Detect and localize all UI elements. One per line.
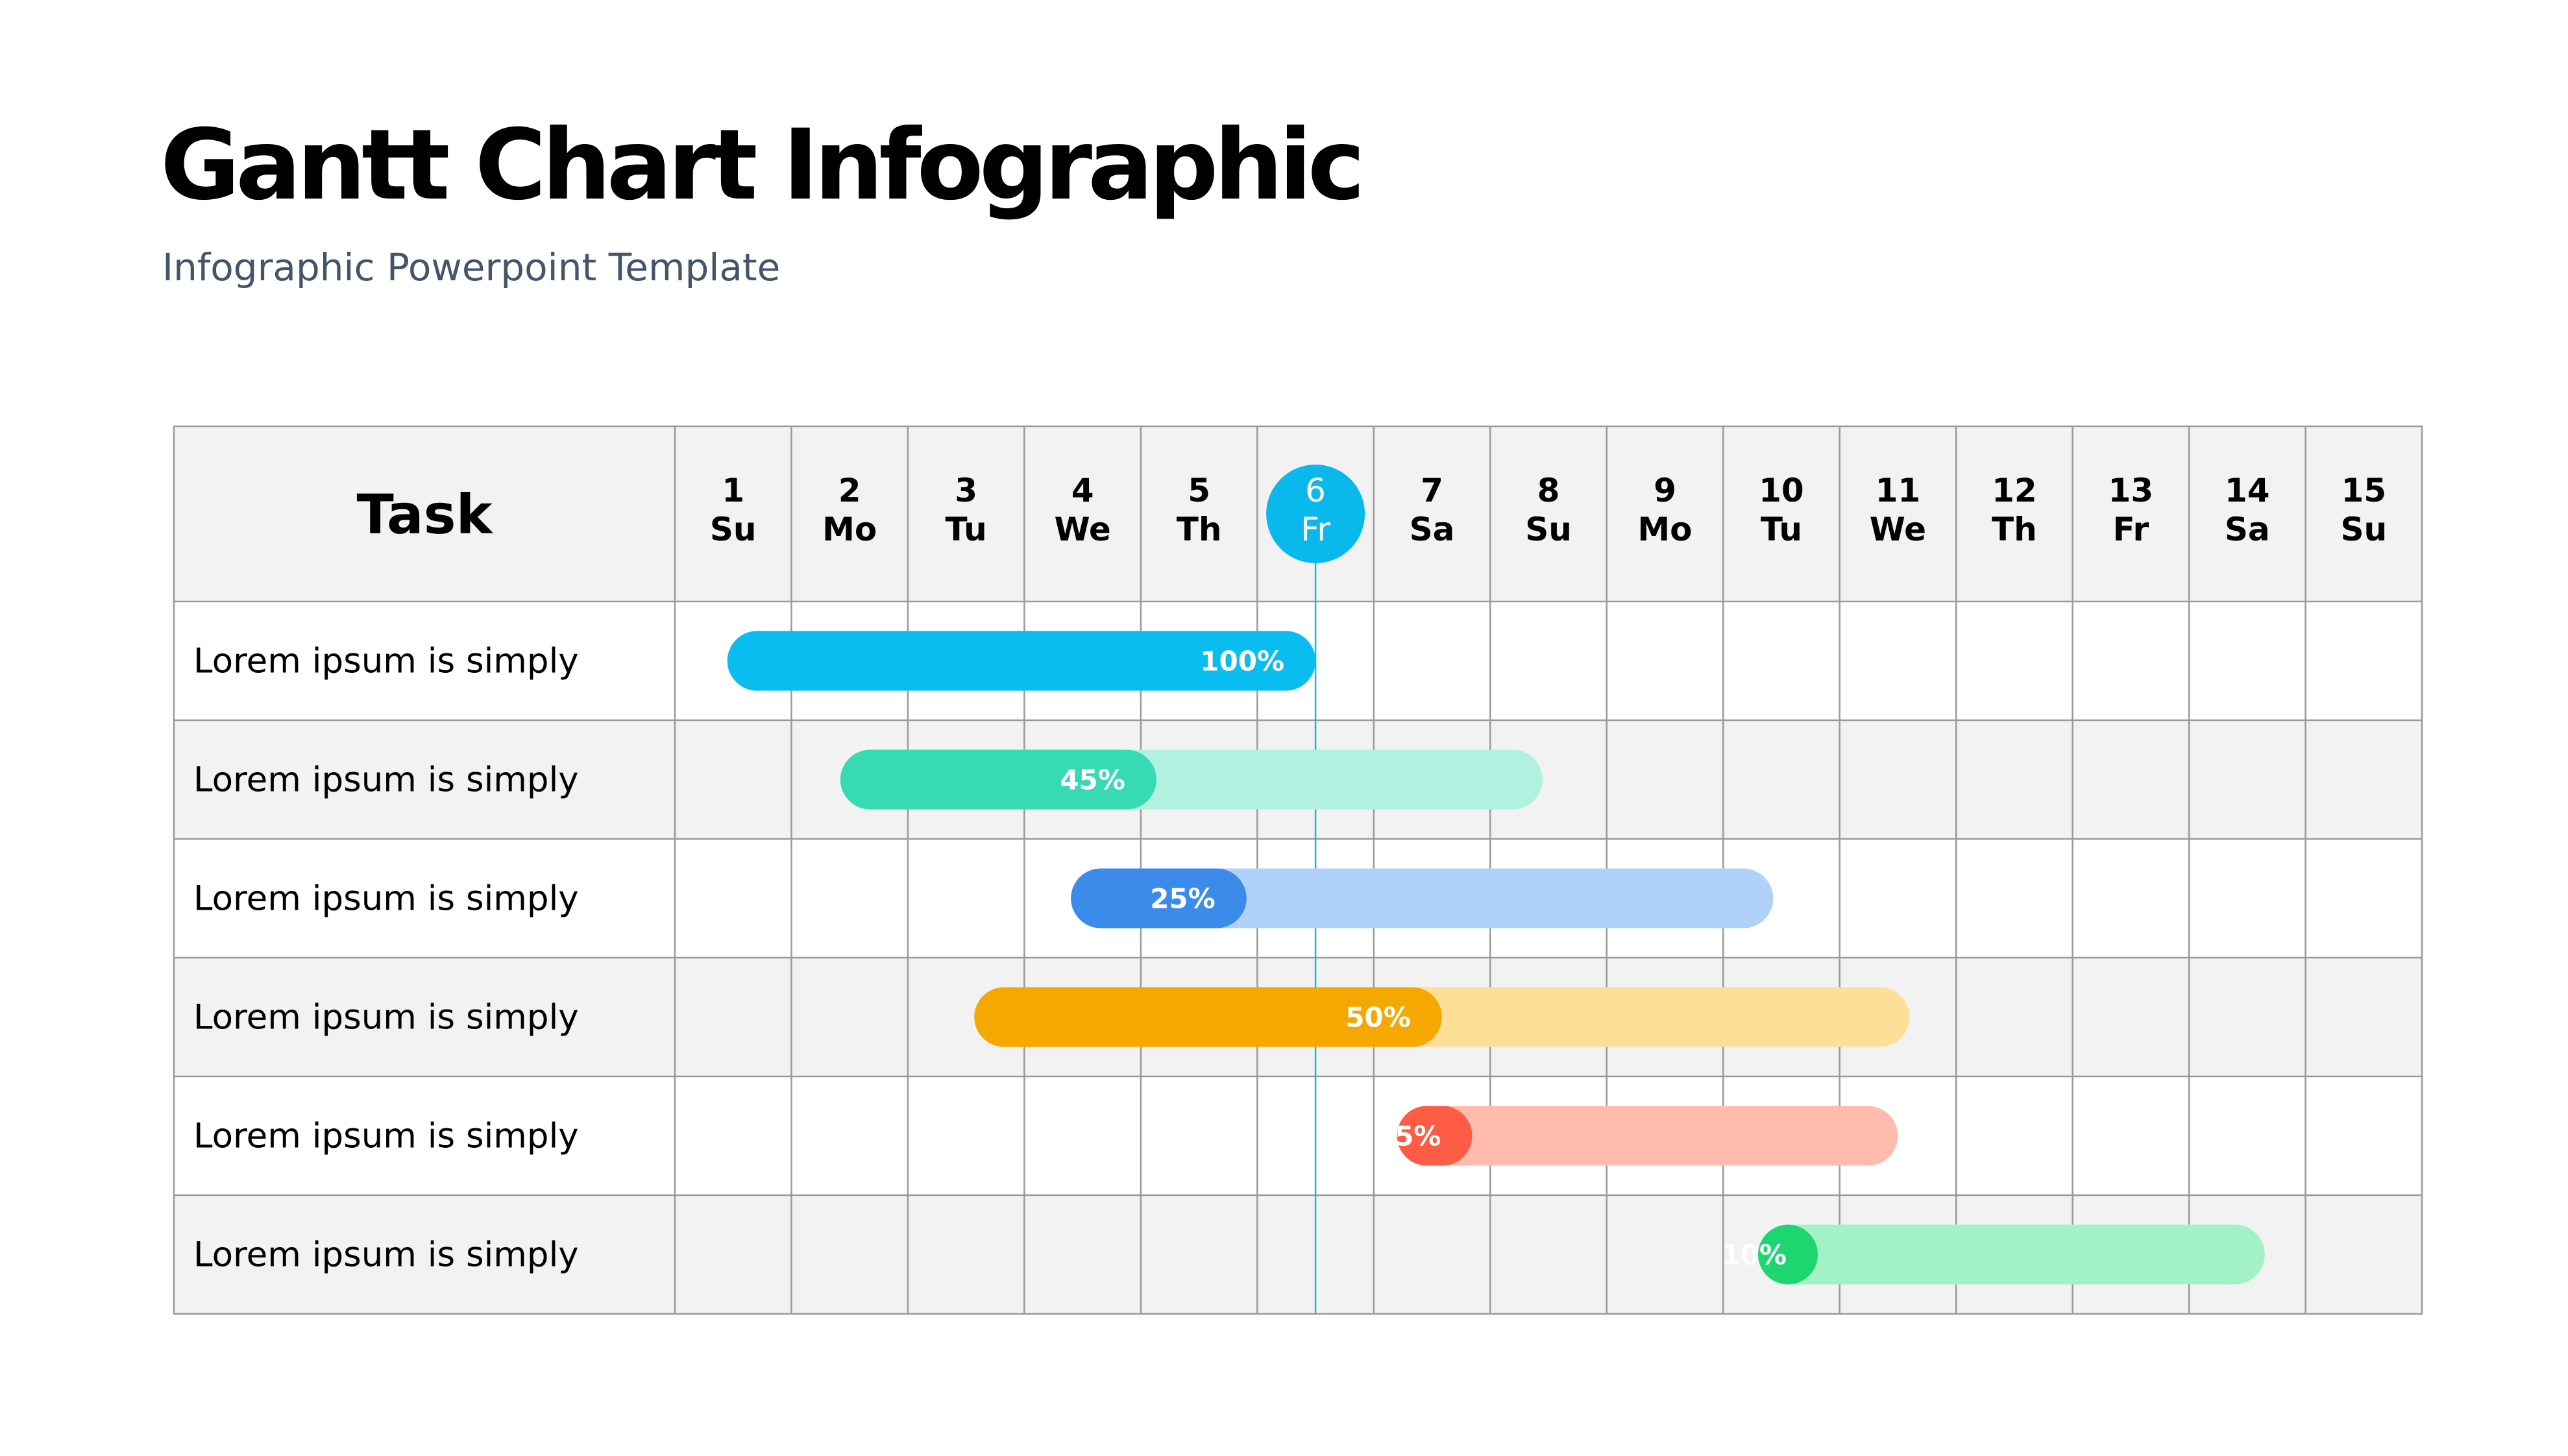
task-bar-progress bbox=[1758, 1224, 1818, 1285]
day-number-label: 5 bbox=[1188, 472, 1210, 509]
day-weekday-label: Su bbox=[710, 511, 757, 548]
table-border bbox=[173, 425, 2423, 1315]
task-progress-label: 10% bbox=[1722, 1239, 1787, 1271]
day-number-label: 3 bbox=[955, 472, 977, 509]
day-weekday-label: Tu bbox=[946, 511, 987, 548]
day-number-label: 12 bbox=[1992, 472, 2037, 509]
today-circle bbox=[1266, 465, 1365, 563]
day-header: Task 1Su2Mo3Tu4We5Th6Fr7Sa8Su9Mo10Tu11We1… bbox=[356, 465, 2387, 563]
day-number-label: 4 bbox=[1071, 472, 1094, 509]
day-number-label: 7 bbox=[1421, 472, 1443, 509]
task-name-label: Lorem ipsum is simply bbox=[193, 998, 579, 1037]
task-progress-label: 100% bbox=[1200, 646, 1284, 677]
day-weekday-label: Sa bbox=[1410, 511, 1455, 548]
task-labels: Lorem ipsum is simply Lorem ipsum is simp… bbox=[193, 642, 579, 1275]
day-number-label: 13 bbox=[2109, 472, 2154, 509]
day-number-label: 6 bbox=[1305, 472, 1326, 509]
day-weekday-label: We bbox=[1054, 511, 1110, 548]
day-number-label: 14 bbox=[2225, 472, 2270, 509]
day-number-label: 15 bbox=[2341, 472, 2386, 509]
task-bars: 100% 45% 25% 50% 15% 10% bbox=[727, 631, 2265, 1285]
task-bar-progress bbox=[727, 631, 1316, 691]
day-number-label: 8 bbox=[1537, 472, 1560, 509]
day-number-label: 9 bbox=[1654, 472, 1676, 509]
day-weekday-label: Mo bbox=[822, 511, 877, 548]
task-bar-progress bbox=[840, 749, 1156, 810]
task-name-label: Lorem ipsum is simply bbox=[193, 879, 579, 919]
task-name-label: Lorem ipsum is simply bbox=[193, 1235, 579, 1275]
task-progress-label: 50% bbox=[1345, 1002, 1411, 1034]
task-progress-label: 15% bbox=[1376, 1121, 1441, 1152]
day-weekday-label: Fr bbox=[2113, 511, 2149, 548]
day-number-label: 1 bbox=[722, 472, 744, 509]
task-bar-progress bbox=[974, 987, 1442, 1047]
task-bar-track bbox=[1071, 868, 1774, 928]
page-subtitle: Infographic Powerpoint Template bbox=[162, 245, 781, 289]
day-weekday-label: Fr bbox=[1301, 511, 1330, 548]
task-name-label: Lorem ipsum is simply bbox=[193, 642, 579, 681]
day-number-label: 11 bbox=[1876, 472, 1921, 509]
day-weekday-label: Su bbox=[2340, 511, 2387, 548]
day-weekday-label: Sa bbox=[2225, 511, 2270, 548]
day-weekday-label: We bbox=[1870, 511, 1926, 548]
day-weekday-label: Th bbox=[1992, 511, 2037, 548]
task-bar-progress bbox=[1071, 868, 1247, 928]
task-bar-track bbox=[1397, 1106, 1898, 1166]
task-name-label: Lorem ipsum is simply bbox=[193, 1117, 579, 1156]
day-weekday-label: Th bbox=[1177, 511, 1222, 548]
day-weekday-label: Mo bbox=[1637, 511, 1692, 548]
task-column-header: Task bbox=[356, 483, 493, 546]
task-bar-progress bbox=[1397, 1106, 1473, 1166]
task-progress-label: 25% bbox=[1150, 883, 1216, 915]
task-name-label: Lorem ipsum is simply bbox=[193, 760, 579, 800]
task-progress-label: 45% bbox=[1060, 764, 1125, 796]
day-weekday-label: Tu bbox=[1761, 511, 1802, 548]
page-title: Gantt Chart Infographic bbox=[160, 109, 1365, 222]
day-weekday-label: Su bbox=[1525, 511, 1572, 548]
day-number-label: 2 bbox=[838, 472, 861, 509]
task-bar-track bbox=[1758, 1224, 2265, 1285]
day-number-label: 10 bbox=[1759, 472, 1804, 509]
